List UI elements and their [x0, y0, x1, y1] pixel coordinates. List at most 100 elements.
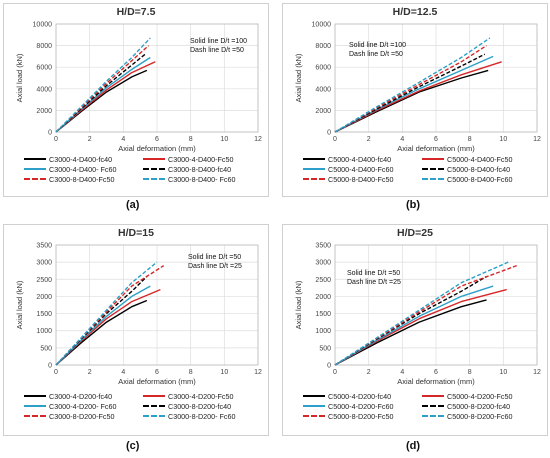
legend-swatch: [303, 415, 325, 417]
chart-legend: C3000-4-D200-fc40 C3000-4-D200-Fc50 C3000-…: [24, 391, 256, 421]
x-tick-label: 4: [400, 136, 404, 143]
legend-item: C3000-4-D200- Fc60: [24, 401, 137, 411]
chart-panel-b: H/D=12.5 0 2000 4000 6000 8000 10000 0 2 4 6 8 10 12…: [282, 3, 548, 197]
legend-item: C5000-8-D200-Fc50: [303, 411, 416, 421]
legend-label: C5000-4-D200-Fc50: [447, 391, 513, 401]
x-tick-label: 0: [333, 369, 337, 376]
legend-swatch: [422, 158, 444, 160]
y-tick-label: 2000: [36, 294, 52, 301]
y-tick-label: 6000: [315, 65, 331, 72]
x-tick-label: 12: [533, 369, 541, 376]
legend-swatch: [422, 395, 444, 397]
x-tick-label: 8: [468, 369, 472, 376]
series-line-3: [55, 285, 151, 366]
x-axis-label: Axial deformation (mm): [118, 377, 196, 386]
chart-title: H/D=15: [118, 227, 154, 239]
legend-label: C3000-8-D400-fc40: [168, 164, 232, 174]
x-tick-label: 10: [220, 136, 228, 143]
y-tick-label: 2000: [315, 108, 331, 115]
x-axis-label: Axial deformation (mm): [397, 377, 475, 386]
legend-swatch: [24, 158, 46, 160]
series-line-1: [55, 69, 148, 133]
series-line-6: [334, 261, 509, 366]
y-tick-label: 10000: [312, 22, 332, 29]
chart-title: H/D=12.5: [392, 6, 438, 18]
series-line-6: [55, 261, 158, 366]
chart-legend: C5000-4-D400-fc40 C5000-4-D400-Fc50 C5000-…: [303, 154, 535, 184]
legend-label: C5000-8-D200-fc40: [447, 401, 511, 411]
plot-area: [334, 244, 538, 366]
y-tick-label: 2500: [36, 277, 52, 284]
legend-swatch: [143, 405, 165, 407]
x-tick-label: 0: [333, 136, 337, 143]
series-line-2: [55, 61, 156, 133]
series-line-6: [334, 37, 491, 133]
legend-item: C3000-4-D400-Fc50: [143, 154, 256, 164]
legend-label: C3000-4-D400- Fc60: [49, 164, 117, 174]
chart-notes: Solid line D/t =100 Dash line D/t =50: [349, 41, 406, 59]
legend-label: C3000-4-D200-fc40: [49, 391, 113, 401]
legend-label: C5000-4-D200-Fc60: [328, 401, 394, 411]
series-line-5: [55, 45, 150, 133]
y-tick-label: 1500: [36, 311, 52, 318]
legend-item: C5000-8-D200-Fc60: [422, 411, 535, 421]
note-solid: Solid line D/t =50: [347, 270, 401, 277]
legend-swatch: [303, 168, 325, 170]
caption-d: (d): [406, 440, 421, 452]
x-tick-label: 4: [121, 369, 125, 376]
legend-swatch: [143, 158, 165, 160]
chart-plot: 0 500 1000 1500 2000 2500 3000 3500 0 2 4 6 8 10 12 Axi…: [294, 243, 541, 387]
legend-swatch: [422, 405, 444, 407]
x-tick-label: 0: [54, 136, 58, 143]
legend-swatch: [143, 395, 165, 397]
y-tick-label: 0: [327, 363, 331, 370]
x-tick-label: 10: [220, 369, 228, 376]
chart-legend: C3000-4-D400-fc40 C3000-4-D400-Fc50 C3000-…: [24, 154, 256, 184]
note-dash: Dash line D/t =25: [347, 279, 401, 286]
y-tick-label: 2500: [315, 277, 331, 284]
x-tick-label: 8: [189, 369, 193, 376]
legend-item: C3000-4-D400- Fc60: [24, 164, 137, 174]
series-line-4: [55, 53, 146, 133]
x-tick-label: 2: [367, 369, 371, 376]
y-tick-label: 3500: [36, 243, 52, 250]
legend-label: C3000-4-D200- Fc60: [49, 401, 117, 411]
y-tick-label: 3000: [315, 260, 331, 267]
legend-item: C3000-8-D400-Fc50: [24, 174, 137, 184]
legend-label: C3000-8-D400- Fc60: [168, 174, 236, 184]
legend-swatch: [422, 168, 444, 170]
chart-notes: Solid line D/t =100 Dash line D/t =50: [190, 37, 247, 55]
legend-swatch: [24, 395, 46, 397]
legend-item: C3000-8-D400-fc40: [143, 164, 256, 174]
legend-item: C3000-8-D200-Fc50: [24, 411, 137, 421]
legend-swatch: [24, 415, 46, 417]
legend-label: C5000-8-D400-Fc60: [447, 174, 513, 184]
legend-item: C5000-4-D400-Fc60: [303, 164, 416, 174]
legend-swatch: [143, 415, 165, 417]
y-axis-label: Axial load (kN): [15, 53, 24, 102]
caption-a: (a): [126, 199, 140, 211]
y-axis-label: Axial load (kN): [15, 280, 24, 329]
x-tick-label: 12: [533, 136, 541, 143]
y-tick-label: 8000: [315, 43, 331, 50]
legend-swatch: [303, 405, 325, 407]
chart-panel-a: H/D=7.5 0 2000 4000 6000 8000 10000 0 2 4 6 8 10 12 A…: [3, 3, 269, 197]
legend-item: C5000-4-D200-Fc50: [422, 391, 535, 401]
y-axis-label: Axial load (kN): [294, 53, 303, 102]
note-solid: Solid line D/t =50: [188, 254, 242, 261]
caption-b: (b): [406, 199, 421, 211]
legend-label: C3000-8-D200-fc40: [168, 401, 232, 411]
y-tick-label: 0: [48, 363, 52, 370]
legend-item: C3000-8-D400- Fc60: [143, 174, 256, 184]
legend-swatch: [24, 405, 46, 407]
x-tick-label: 10: [499, 369, 507, 376]
chart-panel-d: H/D=25 0 500 1000 1500 2000 2500 3000 3500 0 2 4 6 8…: [282, 224, 548, 436]
legend-label: C3000-4-D200-Fc50: [168, 391, 234, 401]
x-tick-label: 2: [88, 369, 92, 376]
y-tick-label: 500: [319, 345, 331, 352]
legend-label: C5000-4-D400-Fc50: [447, 154, 513, 164]
y-tick-label: 10000: [33, 22, 53, 29]
chart-notes: Solid line D/t =50 Dash line D/t =25: [347, 269, 401, 287]
legend-item: C3000-4-D200-Fc50: [143, 391, 256, 401]
legend-item: C5000-8-D200-fc40: [422, 401, 535, 411]
